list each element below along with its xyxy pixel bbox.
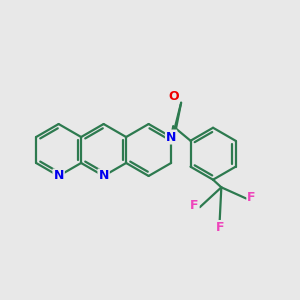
Text: F: F [215, 221, 224, 234]
Text: F: F [190, 199, 199, 212]
Text: O: O [168, 90, 178, 103]
Text: N: N [53, 169, 64, 182]
Text: N: N [98, 169, 109, 182]
Text: F: F [247, 190, 256, 203]
Text: N: N [166, 130, 176, 143]
